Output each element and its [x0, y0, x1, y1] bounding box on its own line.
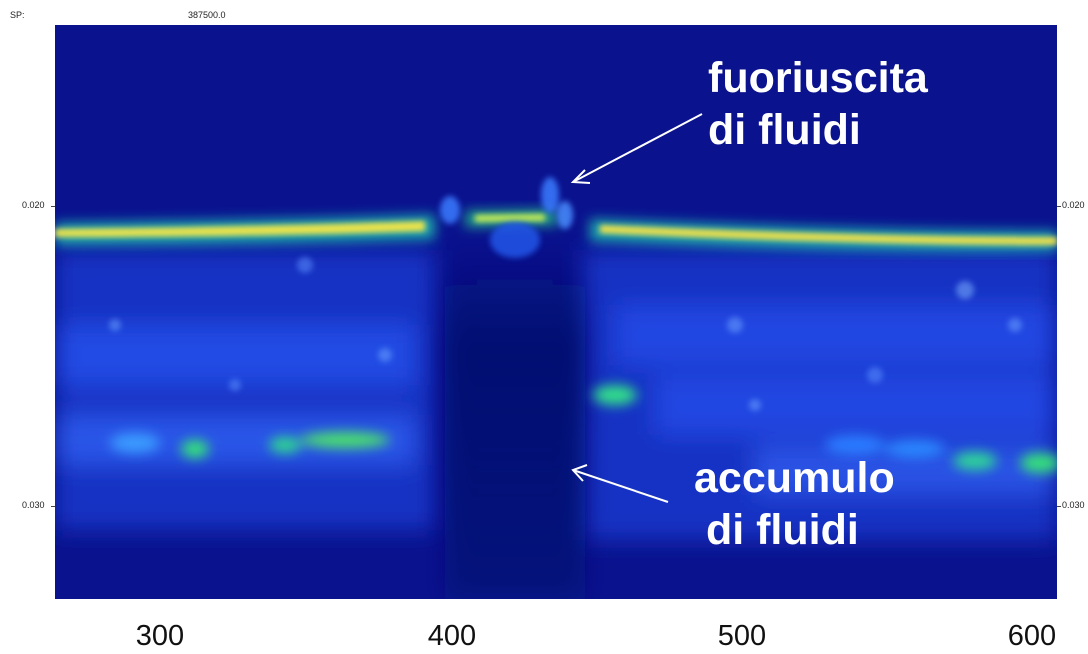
chimney-top-disturbance [440, 177, 573, 258]
arrow-top [572, 113, 703, 183]
y-tick-right: 0.030 [1062, 500, 1085, 510]
y-tick-mark [51, 506, 55, 507]
deep-reflectors [110, 385, 1057, 473]
y-tick-right: 0.020 [1062, 200, 1085, 210]
y-tick-mark [1057, 206, 1061, 207]
scatter-speckles [109, 257, 1022, 411]
x-tick-label: 400 [427, 620, 477, 652]
arrow-bottom [572, 469, 669, 503]
y-tick-mark [51, 206, 55, 207]
y-tick-mark [1057, 506, 1061, 507]
annotation-fluid-accumulation: accumulo di fluidi [694, 454, 895, 554]
annotation-fluid-escape: fuoriuscita di fluidi [708, 54, 928, 154]
seismic-profile-image [55, 25, 1057, 599]
scatter-zone-right [580, 250, 1057, 540]
scatter-zone-left [55, 250, 435, 530]
annotation-arrows [570, 113, 703, 503]
sp-label: SP: [10, 10, 25, 20]
x-tick-label: 600 [1007, 620, 1057, 652]
seismic-svg [55, 113, 1057, 599]
arrow-bottom-head [571, 464, 588, 482]
sp-value: 387500.0 [188, 10, 226, 20]
fluid-chimney [445, 235, 585, 599]
x-tick-label: 500 [717, 620, 767, 652]
seabed-reflector-core [55, 214, 1057, 245]
y-tick-left: 0.020 [22, 200, 45, 210]
y-tick-left: 0.030 [22, 500, 45, 510]
x-tick-label: 300 [135, 620, 185, 652]
arrow-top-head [570, 169, 591, 184]
